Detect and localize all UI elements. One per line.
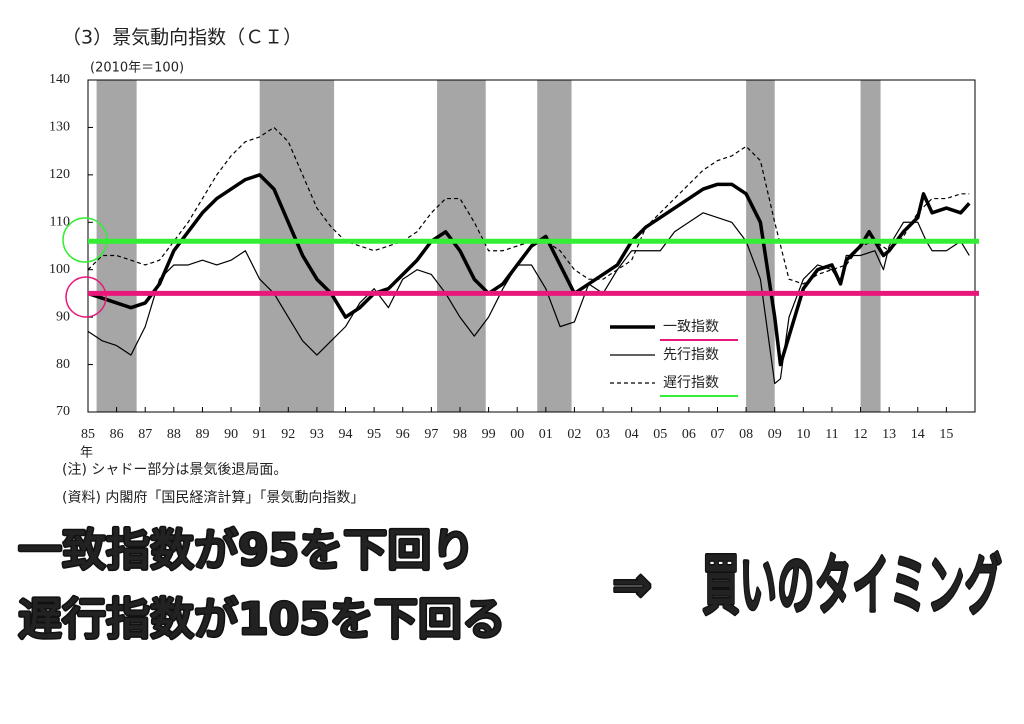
x-tick-label: 08 <box>739 427 753 442</box>
shaded-period <box>537 80 572 412</box>
x-tick-label: 05 <box>653 427 667 442</box>
y-tick-label: 70 <box>56 404 70 419</box>
x-tick-label: 98 <box>453 427 467 442</box>
y-tick-label: 130 <box>49 120 70 135</box>
y-tick-label: 80 <box>56 357 70 372</box>
y-tick-label: 140 <box>49 72 70 87</box>
legend-label: 一致指数 <box>663 319 719 335</box>
x-tick-label: 15 <box>939 427 953 442</box>
x-unit: 年 <box>80 446 93 461</box>
annotation-arrow: ⇒ <box>612 557 652 613</box>
x-tick-label: 93 <box>310 427 324 442</box>
shaded-period <box>746 80 775 412</box>
legend-label: 遅行指数 <box>663 375 719 391</box>
x-tick-label: 01 <box>539 427 553 442</box>
note: (注) シャドー部分は景気後退局面。 <box>62 462 287 478</box>
annotation: 一致指数が95を下回り <box>18 525 475 576</box>
chart-subtitle: (2010年＝100) <box>90 61 184 76</box>
x-tick-label: 14 <box>911 427 925 442</box>
x-tick-label: 99 <box>482 427 496 442</box>
x-tick-label: 94 <box>339 427 353 442</box>
shaded-period <box>96 80 137 412</box>
x-tick-label: 97 <box>424 427 438 442</box>
series-line <box>87 212 970 385</box>
x-tick-label: 88 <box>167 427 181 442</box>
x-tick-label: 04 <box>625 427 639 442</box>
x-tick-label: 86 <box>110 427 124 442</box>
y-tick-label: 120 <box>49 167 70 182</box>
x-tick-label: 02 <box>567 427 581 442</box>
x-tick-label: 13 <box>882 427 896 442</box>
plot: 70 80 90 100 110 120 130 140 85 86 87 88 89 90 91 92 93 9… <box>49 72 979 442</box>
legend-label: 先行指数 <box>663 347 719 363</box>
x-tick-label: 03 <box>596 427 610 442</box>
annotation: 遅行指数が105を下回る <box>18 594 506 645</box>
x-tick-label: 90 <box>224 427 238 442</box>
plot-frame <box>87 79 976 413</box>
x-tick-label: 06 <box>682 427 696 442</box>
x-tick-label: 10 <box>796 427 810 442</box>
annotation: 買いのタイミング <box>702 547 1002 624</box>
x-tick-label: 07 <box>710 427 724 442</box>
chart-title: （3）景気動向指数（ＣＩ） <box>62 27 302 49</box>
x-tick-label: 09 <box>768 427 782 442</box>
x-tick-label: 92 <box>281 427 295 442</box>
y-tick-label: 90 <box>56 309 70 324</box>
x-tick-label: 85 <box>81 427 95 442</box>
highlight-circle <box>62 217 108 263</box>
x-tick-label: 91 <box>253 427 267 442</box>
series-line <box>87 126 970 285</box>
x-tick-label: 89 <box>195 427 209 442</box>
x-tick-label: 87 <box>138 427 152 442</box>
x-tick-label: 96 <box>396 427 410 442</box>
shaded-period <box>860 80 881 412</box>
x-tick-label: 00 <box>510 427 524 442</box>
y-tick-label: 100 <box>49 262 70 277</box>
x-tick-label: 95 <box>367 427 381 442</box>
x-tick-label: 11 <box>825 427 838 442</box>
note: (資料) 内閣府「国民経済計算」「景気動向指数」 <box>62 490 364 506</box>
shaded-period <box>437 80 486 412</box>
highlight-circle <box>65 276 107 318</box>
series-line <box>87 173 971 367</box>
x-tick-label: 12 <box>854 427 868 442</box>
y-tick-label: 110 <box>50 215 70 230</box>
